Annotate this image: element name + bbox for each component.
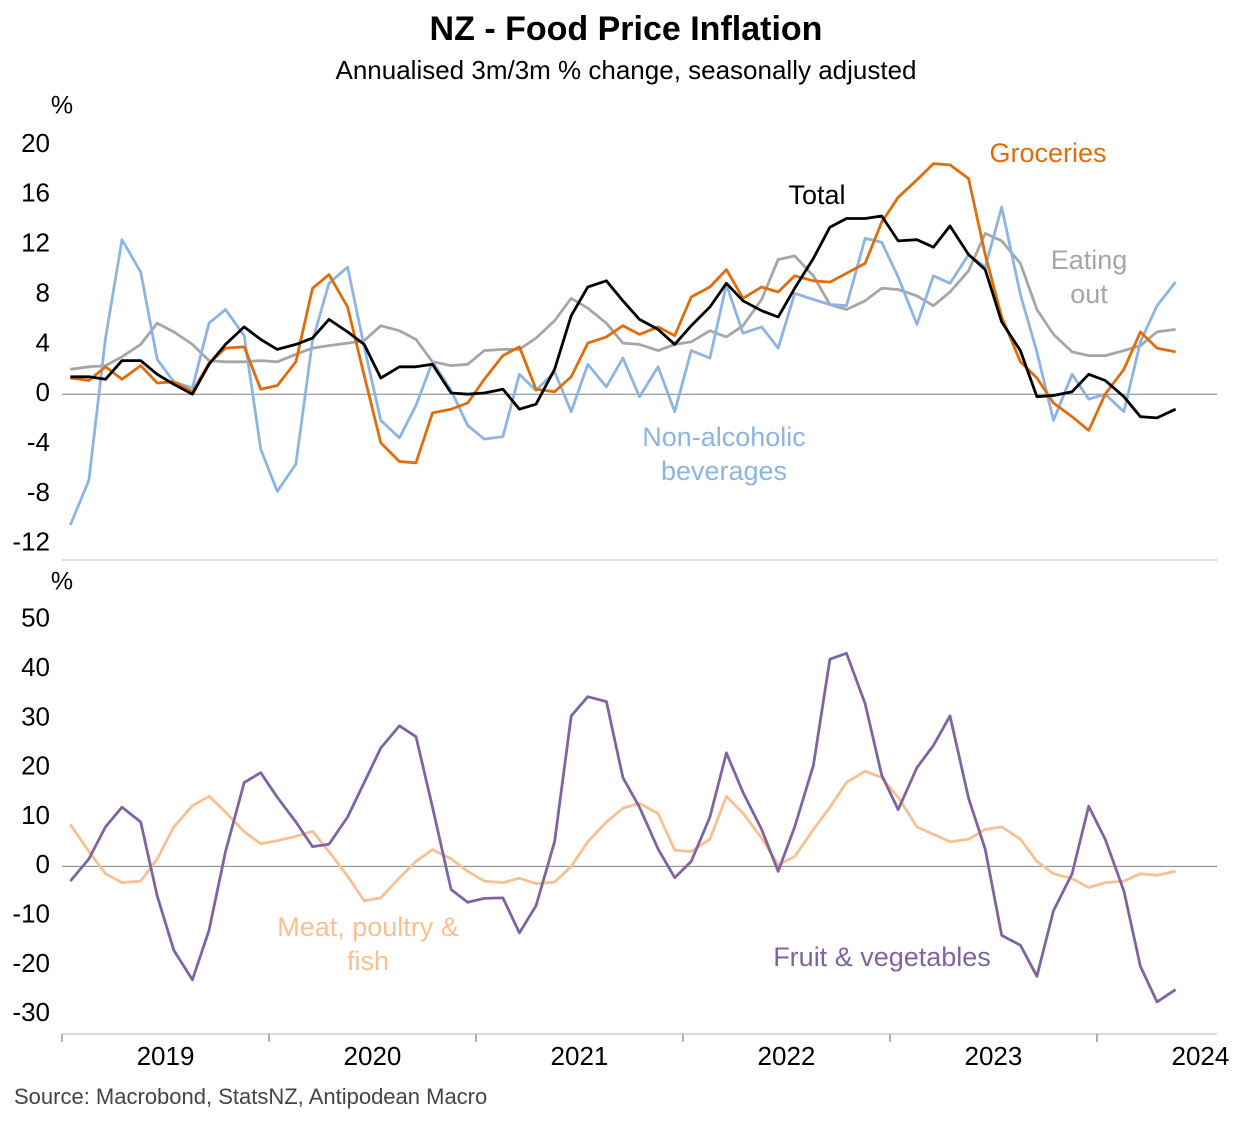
series-label: Groceries	[989, 138, 1107, 168]
y-tick-label: 20	[21, 751, 50, 781]
y-tick-label: 30	[21, 701, 50, 731]
y-tick-label: 0	[36, 377, 50, 407]
x-tick-label: 2019	[137, 1041, 195, 1071]
x-tick-label: 2021	[551, 1041, 609, 1071]
y-tick-label: 40	[21, 652, 50, 682]
source-note: Source: Macrobond, StatsNZ, Antipodean M…	[14, 1084, 487, 1109]
y-tick-label: 8	[36, 277, 50, 307]
y-tick-label: 0	[36, 849, 50, 879]
y-tick-label: 16	[21, 178, 50, 208]
series-label: Eating out	[1050, 245, 1128, 309]
x-tick-label: 2020	[344, 1041, 402, 1071]
y-axis-label: %	[51, 92, 73, 120]
series-label: Non-alcoholic beverages	[642, 422, 806, 486]
y-axis-label: %	[51, 568, 73, 596]
y-tick-label: -8	[27, 477, 50, 507]
series-line	[70, 162, 1176, 465]
y-tick-label: -30	[12, 997, 50, 1027]
series-label: Fruit & vegetables	[773, 942, 991, 972]
x-tick-label: 2024	[1172, 1041, 1230, 1071]
y-tick-label: -4	[27, 427, 50, 457]
y-tick-label: -20	[12, 948, 50, 978]
y-tick-label: 10	[21, 800, 50, 830]
series-label: Total	[788, 180, 846, 210]
series-line	[69, 205, 1177, 526]
y-tick-label: -10	[12, 899, 50, 929]
y-tick-label: 12	[21, 228, 50, 258]
series-label: Meat, poultry & fish	[277, 912, 459, 976]
y-tick-label: 20	[21, 128, 50, 158]
chart-title: NZ - Food Price Inflation	[430, 10, 823, 48]
series-line	[70, 214, 1177, 420]
x-tick-label: 2023	[965, 1041, 1023, 1071]
y-tick-label: 4	[36, 327, 50, 357]
series-line	[70, 232, 1176, 371]
series-line	[69, 651, 1177, 1004]
chart-subtitle: Annualised 3m/3m % change, seasonally ad…	[335, 55, 916, 85]
series-line	[69, 769, 1176, 903]
y-tick-label: 50	[21, 603, 50, 633]
y-tick-label: -12	[12, 527, 50, 557]
x-tick-label: 2022	[758, 1041, 816, 1071]
